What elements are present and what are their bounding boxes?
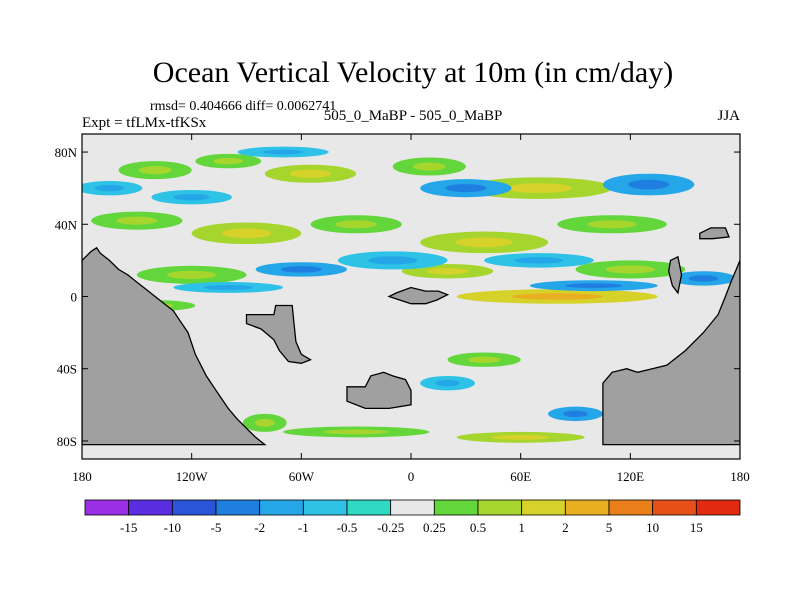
colorbar-swatch-13 [652, 499, 697, 516]
negative-contour-core-4 [173, 193, 210, 201]
colorbar-label-0: -15 [120, 520, 137, 535]
positive-contour-core-8 [455, 237, 513, 248]
colorbar-swatch-10 [521, 499, 566, 516]
x-tick-label-5: 120E [617, 469, 645, 484]
negative-contour-core-6 [280, 266, 322, 273]
colorbar-swatch-3 [215, 499, 261, 516]
colorbar-swatch-2 [171, 499, 217, 516]
x-tick-label-3: 0 [408, 469, 415, 484]
positive-contour-core-15 [467, 356, 501, 363]
season-label: JJA [717, 108, 740, 124]
colorbar-label-7: 0.25 [423, 520, 446, 535]
positive-contour-core-0 [138, 166, 172, 175]
x-tick-label-1: 120W [176, 469, 209, 484]
negative-contour-core-1 [262, 149, 304, 155]
positive-contour-core-3 [412, 162, 446, 171]
colorbar-swatch-14 [695, 499, 741, 516]
colorbar-swatch-12 [608, 499, 654, 516]
negative-contour-core-13 [563, 410, 588, 418]
colorbar-swatch-4 [259, 499, 304, 516]
positive-contour-core-10 [166, 270, 217, 279]
negative-contour-core-3 [628, 179, 670, 190]
colorbar-swatch-1 [128, 499, 173, 516]
colorbar-swatch-6 [346, 499, 392, 516]
colorbar-swatch-5 [302, 499, 348, 516]
colorbar-label-1: -10 [164, 520, 181, 535]
y-tick-label-2: 0 [71, 290, 78, 305]
negative-contour-core-7 [514, 257, 564, 264]
negative-contour-core-10 [564, 283, 623, 289]
colorbar-swatch-9 [477, 499, 523, 516]
positive-contour-core-4 [506, 183, 572, 194]
colorbar-label-4: -1 [298, 520, 309, 535]
positive-contour-core-16 [323, 429, 390, 435]
x-tick-label-4: 60E [510, 469, 531, 484]
negative-contour-core-9 [203, 285, 253, 290]
contour-layer [82, 146, 737, 443]
x-tick-label-0: 180 [72, 469, 92, 484]
negative-contour-core-0 [94, 184, 125, 192]
y-tick-label-1: 40N [55, 217, 78, 232]
negative-contour-core-5 [368, 256, 418, 265]
land-americas [82, 246, 267, 446]
positive-contour-core-7 [335, 220, 377, 229]
colorbar-swatch-11 [564, 499, 610, 516]
colorbar-label-9: 1 [518, 520, 525, 535]
colorbar-label-10: 2 [562, 520, 569, 535]
colorbar-label-13: 15 [690, 520, 703, 535]
colorbar-label-12: 10 [646, 520, 659, 535]
x-tick-label-2: 60W [289, 469, 315, 484]
case-label: 505_0_MaBP - 505_0_MaBP [324, 108, 503, 124]
land-south-island [346, 371, 412, 410]
land-ne-island [699, 227, 730, 240]
map-field [82, 134, 740, 459]
land-southeast-continent [602, 260, 740, 446]
y-tick-label-4: 80S [57, 434, 77, 449]
colorbar-label-11: 5 [606, 520, 613, 535]
x-tick-label-6: 180 [730, 469, 750, 484]
land-layer [82, 227, 740, 446]
positive-contour-core-12 [605, 265, 656, 274]
positive-contour-core-6 [221, 228, 272, 239]
negative-contour-core-2 [445, 184, 487, 193]
colorbar: -15 -10 -5 -2 -1 -0.5 -0.25 0.25 0.5 1 2 5 10 15 [84, 499, 741, 535]
x-axis: 180 120W 60W 0 60E 120E 180 [72, 134, 750, 484]
colorbar-swatch-8 [433, 499, 479, 516]
positive-contour-core-1 [213, 157, 244, 165]
positive-contour-core-18 [254, 418, 275, 427]
y-axis: 80N 40N 0 40S 80S [55, 145, 740, 449]
y-tick-label-3: 40S [57, 362, 77, 377]
land-east-strip [668, 255, 683, 295]
colorbar-label-3: -2 [254, 520, 265, 535]
colorbar-label-6: -0.25 [377, 520, 404, 535]
colorbar-label-2: -5 [211, 520, 222, 535]
negative-contour-core-8 [688, 275, 719, 282]
positive-contour-core-9 [587, 220, 637, 229]
positive-contour-core-11 [426, 267, 469, 275]
negative-contour-core-12 [435, 379, 460, 387]
y-tick-label-0: 80N [55, 145, 78, 160]
positive-contour-core-5 [116, 216, 158, 225]
positive-contour-core-13 [511, 293, 603, 300]
chart-title: Ocean Vertical Velocity at 10m (in cm/da… [153, 56, 673, 89]
land-equatorial-island [387, 286, 450, 305]
colorbar-label-8: 0.5 [470, 520, 486, 535]
colorbar-label-5: -0.5 [337, 520, 358, 535]
expt-label: Expt = tfLMx-tfKSx [82, 115, 207, 131]
stats-line: rmsd= 0.404666 diff= 0.0062741 [150, 99, 336, 114]
colorbar-swatch-0 [84, 499, 130, 516]
land-africa-like-island [245, 304, 312, 364]
colorbar-swatch-7 [390, 499, 435, 516]
positive-contour-core-17 [491, 434, 550, 440]
positive-contour-core-2 [289, 169, 332, 178]
